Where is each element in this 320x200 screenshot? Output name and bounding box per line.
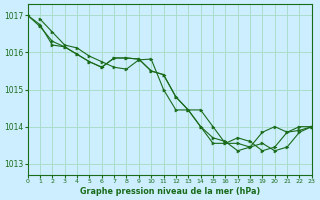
- X-axis label: Graphe pression niveau de la mer (hPa): Graphe pression niveau de la mer (hPa): [80, 187, 260, 196]
